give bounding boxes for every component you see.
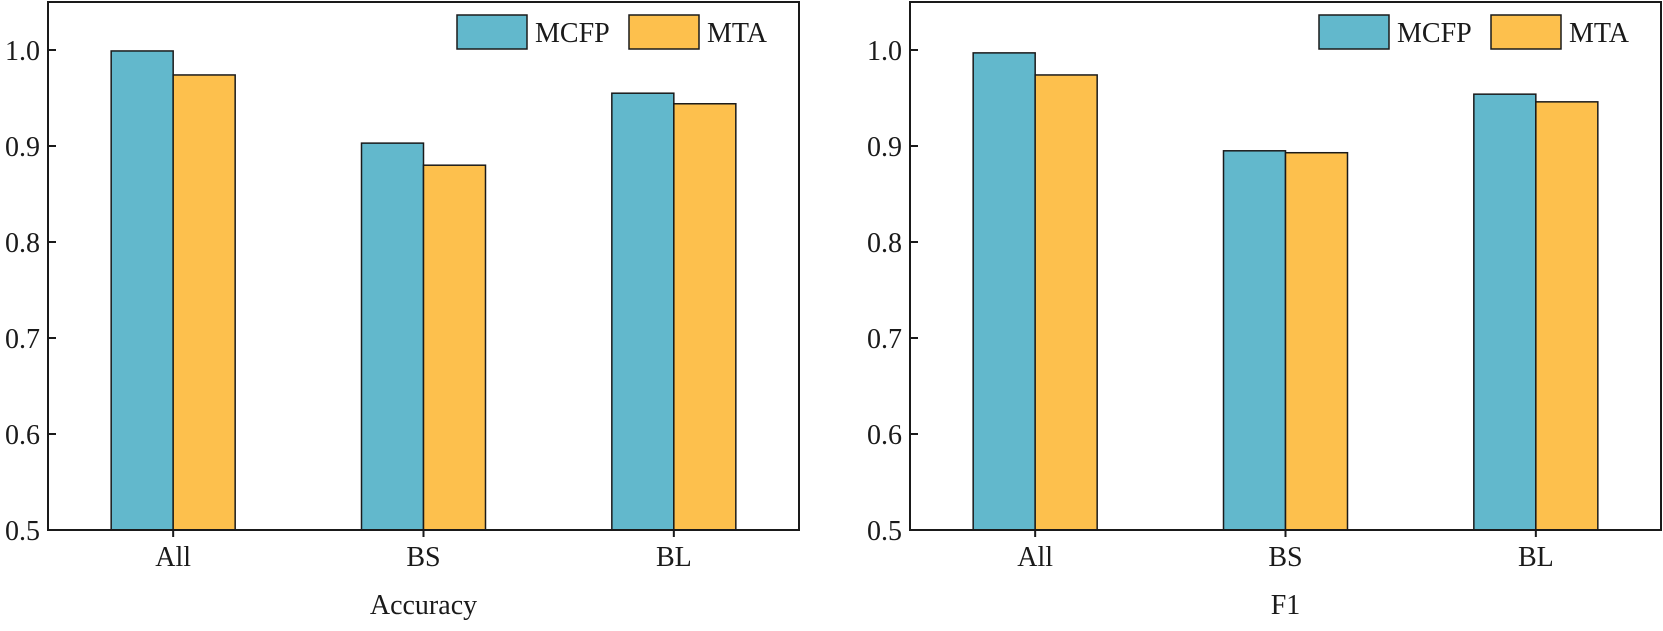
legend-label-mta: MTA bbox=[707, 18, 768, 49]
y-tick-label: 0.5 bbox=[867, 516, 902, 547]
x-tick-label-bs: BS bbox=[1268, 542, 1302, 573]
bar-mta-bl bbox=[1535, 101, 1599, 531]
legend-label-mta: MTA bbox=[1569, 18, 1630, 49]
plot-frame bbox=[909, 1, 1662, 531]
y-tick-label: 1.0 bbox=[5, 36, 40, 67]
bar-mta-all bbox=[1034, 74, 1098, 531]
x-tick-label-bl: BL bbox=[1518, 542, 1554, 573]
x-tick-label-all: All bbox=[1017, 542, 1053, 573]
x-tick-label-bs: BS bbox=[406, 542, 440, 573]
y-tick-label: 0.6 bbox=[5, 420, 40, 451]
legend-swatch-mta bbox=[628, 14, 700, 50]
y-tick-label: 0.9 bbox=[867, 132, 902, 163]
y-tick-label: 0.7 bbox=[5, 324, 40, 355]
bar-mcfp-bs bbox=[1222, 150, 1287, 531]
bar-mta-all bbox=[172, 74, 236, 531]
y-tick-label: 0.8 bbox=[867, 228, 902, 259]
bar-mcfp-all bbox=[972, 52, 1036, 531]
y-tick-label: 0.7 bbox=[867, 324, 902, 355]
legend-label-mcfp: MCFP bbox=[535, 18, 610, 49]
y-tick-label: 0.6 bbox=[867, 420, 902, 451]
chart-panel-1: All BS BL 0.5 0.6 0.7 0.8 0.9 1.0 Accuracy MCFP MTA bbox=[5, 1, 800, 621]
y-tick-label: 0.5 bbox=[5, 516, 40, 547]
legend-swatch-mcfp bbox=[1318, 14, 1390, 50]
chart-panel-2: All BS BL 0.5 0.6 0.7 0.8 0.9 1.0 F1 MCFP MTA bbox=[867, 1, 1662, 621]
bar-mta-bs bbox=[422, 164, 487, 531]
plot-frame bbox=[47, 1, 800, 531]
bar-mcfp-bl bbox=[611, 92, 675, 531]
x-tick-label-all: All bbox=[155, 542, 191, 573]
bar-mcfp-bl bbox=[1473, 93, 1537, 531]
y-tick-label: 0.8 bbox=[5, 228, 40, 259]
bar-mta-bs bbox=[1284, 151, 1349, 531]
y-tick-label: 1.0 bbox=[867, 36, 902, 67]
x-tick-label-bl: BL bbox=[656, 542, 692, 573]
bar-mta-bl bbox=[673, 103, 737, 531]
x-axis-label: F1 bbox=[1271, 590, 1301, 621]
legend-swatch-mcfp bbox=[456, 14, 528, 50]
bar-mcfp-all bbox=[110, 50, 174, 531]
y-tick-label: 0.9 bbox=[5, 132, 40, 163]
legend-label-mcfp: MCFP bbox=[1397, 18, 1472, 49]
bar-mcfp-bs bbox=[360, 142, 425, 531]
x-axis-label: Accuracy bbox=[370, 590, 477, 621]
legend-swatch-mta bbox=[1490, 14, 1562, 50]
